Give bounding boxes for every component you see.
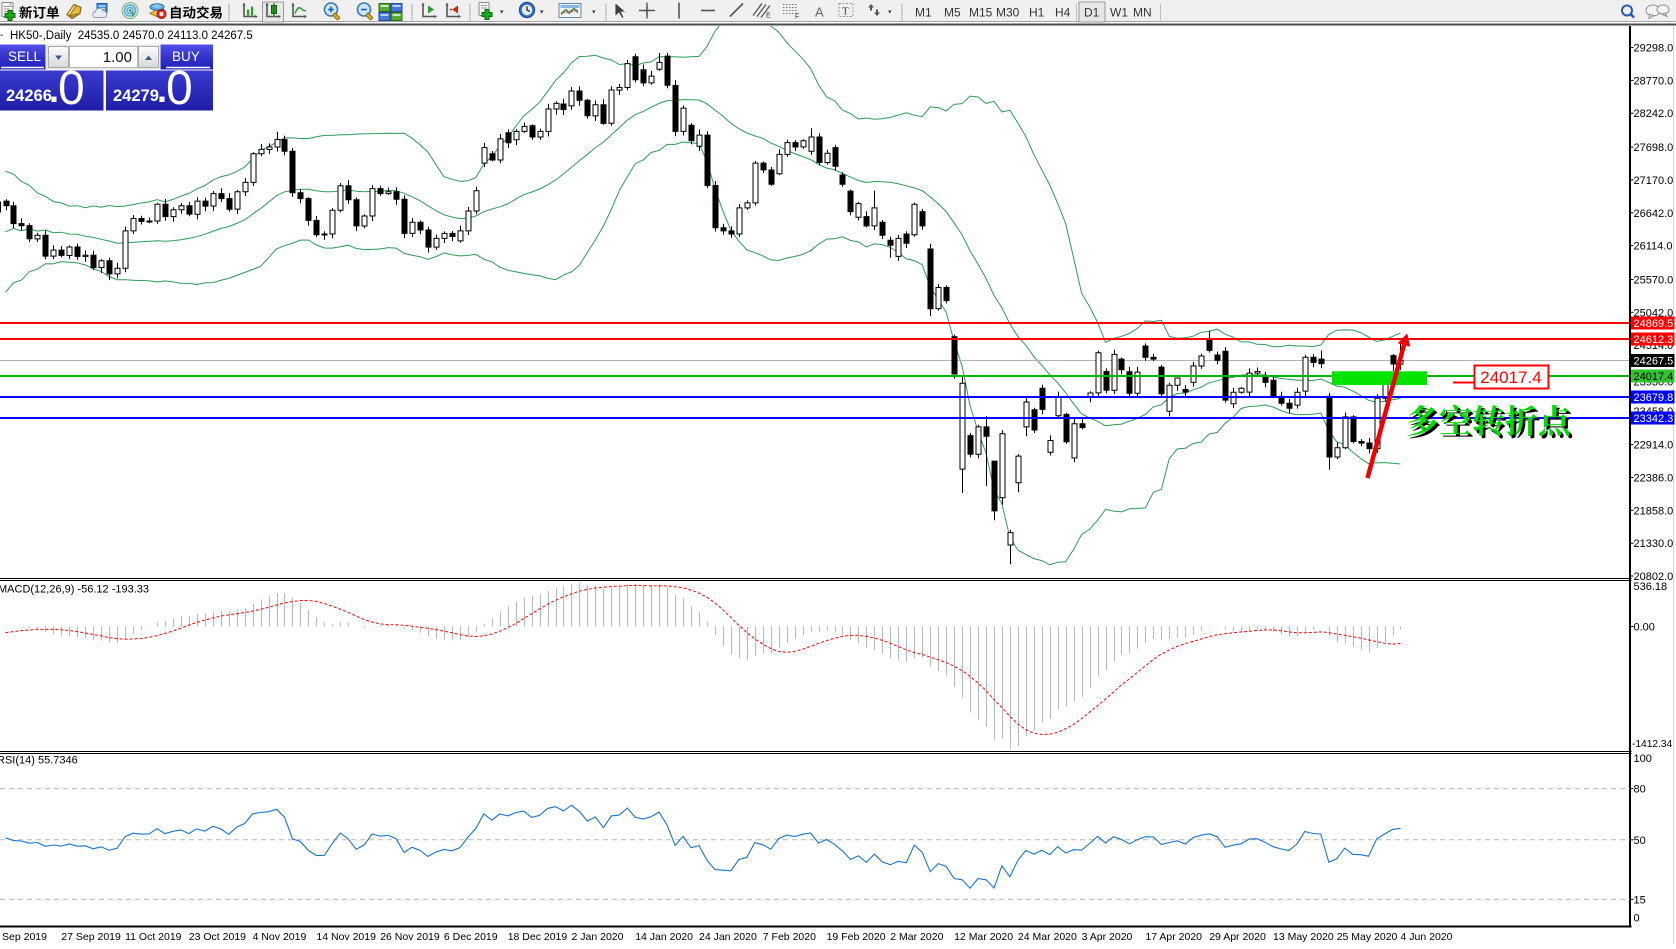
svg-text:536.18: 536.18 <box>1634 581 1668 593</box>
svg-text:24612.3: 24612.3 <box>1634 334 1674 346</box>
svg-text:21858.0: 21858.0 <box>1634 505 1674 517</box>
svg-text:24017.4: 24017.4 <box>1634 371 1674 383</box>
svg-text:22914.0: 22914.0 <box>1634 440 1674 452</box>
svg-text:18 Dec 2019: 18 Dec 2019 <box>508 931 568 943</box>
svg-text:T: T <box>842 6 849 18</box>
svg-text:12 Mar 2020: 12 Mar 2020 <box>954 931 1013 943</box>
svg-text:50: 50 <box>1634 835 1646 847</box>
svg-text:24869.5: 24869.5 <box>1634 318 1674 330</box>
svg-text:100: 100 <box>1634 753 1652 765</box>
svg-text:14 Jan 2020: 14 Jan 2020 <box>635 931 693 943</box>
svg-text:7 Feb 2020: 7 Feb 2020 <box>763 931 816 943</box>
svg-text:25042.0: 25042.0 <box>1634 307 1674 319</box>
svg-text:MACD(12,26,9) -56.12 -193.33: MACD(12,26,9) -56.12 -193.33 <box>0 584 149 596</box>
svg-text:W1: W1 <box>1110 6 1128 20</box>
svg-text:26114.0: 26114.0 <box>1634 241 1673 253</box>
svg-text:Sep 2019: Sep 2019 <box>2 931 47 943</box>
svg-text:27 Sep 2019: 27 Sep 2019 <box>61 931 121 943</box>
svg-text:27698.0: 27698.0 <box>1634 142 1674 154</box>
svg-text:29298.0: 29298.0 <box>1634 43 1674 55</box>
svg-text:11 Oct 2019: 11 Oct 2019 <box>125 931 182 943</box>
svg-text:MN: MN <box>1133 6 1152 20</box>
svg-text:1.00: 1.00 <box>103 49 132 66</box>
svg-text:21330.0: 21330.0 <box>1634 538 1674 550</box>
svg-text:25 May 2020: 25 May 2020 <box>1337 931 1398 943</box>
svg-text:80: 80 <box>1634 784 1646 796</box>
svg-text:4 Nov 2019: 4 Nov 2019 <box>253 931 307 943</box>
svg-text:.: . <box>49 69 59 110</box>
svg-text:D1: D1 <box>1084 6 1100 20</box>
svg-text:SELL: SELL <box>8 49 42 64</box>
svg-text:0: 0 <box>58 62 85 115</box>
svg-text:14 Nov 2019: 14 Nov 2019 <box>316 931 376 943</box>
svg-text:RSI(14) 55.7346: RSI(14) 55.7346 <box>0 755 78 767</box>
svg-text:2 Jan 2020: 2 Jan 2020 <box>572 931 624 943</box>
svg-text:24266: 24266 <box>6 87 52 105</box>
svg-text:23342.3: 23342.3 <box>1634 413 1674 425</box>
svg-text:0: 0 <box>1634 913 1640 925</box>
svg-text:13 May 2020: 13 May 2020 <box>1273 931 1334 943</box>
svg-text:H1: H1 <box>1029 6 1045 20</box>
svg-text:28770.0: 28770.0 <box>1634 75 1674 87</box>
svg-text:M15: M15 <box>969 6 993 20</box>
svg-text:28242.0: 28242.0 <box>1634 108 1674 120</box>
svg-text:-: - <box>0 30 3 41</box>
svg-text:0.00: 0.00 <box>1634 622 1655 634</box>
svg-text:M30: M30 <box>996 6 1020 20</box>
svg-text:F: F <box>795 14 799 21</box>
svg-text:HK50-,Daily 24535.0 24570.0 2: HK50-,Daily 24535.0 24570.0 24113.0 2426… <box>10 30 253 42</box>
svg-text:26 Nov 2019: 26 Nov 2019 <box>380 931 440 943</box>
svg-text:M5: M5 <box>944 6 961 20</box>
svg-text:BUY: BUY <box>172 49 200 64</box>
svg-text:0: 0 <box>166 62 193 115</box>
svg-text:15: 15 <box>1634 894 1646 906</box>
svg-text:M1: M1 <box>915 6 932 20</box>
svg-text:3 Apr 2020: 3 Apr 2020 <box>1082 931 1133 943</box>
svg-text:2 Mar 2020: 2 Mar 2020 <box>890 931 943 943</box>
svg-text:E: E <box>766 13 771 20</box>
svg-text:24017.4: 24017.4 <box>1480 368 1541 387</box>
svg-text:.: . <box>157 69 167 110</box>
svg-text:19 Feb 2020: 19 Feb 2020 <box>827 931 886 943</box>
svg-text:-1412.34: -1412.34 <box>1632 739 1673 750</box>
svg-text:29 Apr 2020: 29 Apr 2020 <box>1209 931 1266 943</box>
svg-text:24267.5: 24267.5 <box>1634 356 1674 368</box>
svg-text:H4: H4 <box>1055 6 1071 20</box>
svg-text:A: A <box>815 5 824 20</box>
svg-text:27170.0: 27170.0 <box>1634 175 1674 187</box>
svg-text:24279: 24279 <box>113 87 159 105</box>
svg-text:22386.0: 22386.0 <box>1634 473 1674 485</box>
svg-text:20802.0: 20802.0 <box>1634 571 1674 583</box>
svg-text:25570.0: 25570.0 <box>1634 274 1674 286</box>
svg-text:24 Mar 2020: 24 Mar 2020 <box>1018 931 1077 943</box>
svg-text:24 Jan 2020: 24 Jan 2020 <box>699 931 757 943</box>
svg-text:4 Jun 2020: 4 Jun 2020 <box>1401 931 1453 943</box>
svg-text:17 Apr 2020: 17 Apr 2020 <box>1145 931 1202 943</box>
svg-text:23 Oct 2019: 23 Oct 2019 <box>189 931 246 943</box>
svg-text:23679.8: 23679.8 <box>1634 392 1674 404</box>
svg-text:26642.0: 26642.0 <box>1634 208 1674 220</box>
svg-text:6 Dec 2019: 6 Dec 2019 <box>444 931 498 943</box>
